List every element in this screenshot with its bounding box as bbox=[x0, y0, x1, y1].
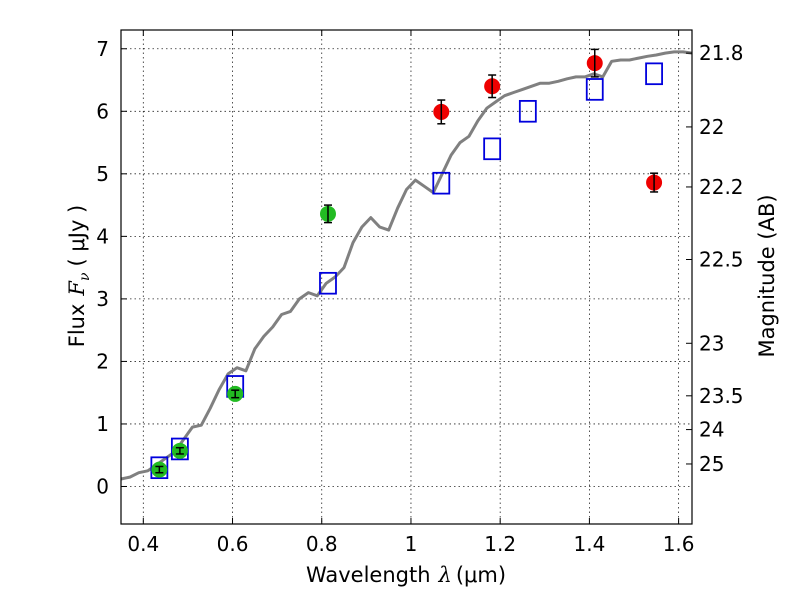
optical-photometry-points bbox=[151, 204, 336, 478]
nir-photometry-points bbox=[433, 48, 663, 193]
model-line bbox=[120, 50, 693, 481]
model-square-point bbox=[585, 78, 604, 101]
y2-tick-label: 22.2 bbox=[699, 175, 744, 199]
model-square-point bbox=[170, 437, 189, 461]
y2-tick-label: 25 bbox=[699, 452, 724, 476]
x-tick-label: 1.6 bbox=[663, 532, 695, 556]
right-magnitude-tick-labels: 21.8 22 22.2 22.5 23 23.5 24 25 bbox=[699, 41, 744, 476]
grid-lines bbox=[121, 30, 692, 524]
y-tick-label: 2 bbox=[96, 349, 109, 373]
model-square-point bbox=[645, 62, 663, 86]
y2-tick-label: 23 bbox=[699, 331, 724, 355]
axis-ticks bbox=[121, 30, 692, 524]
x-tick-label: 0.6 bbox=[217, 532, 249, 556]
y2-tick-label: 22.5 bbox=[699, 247, 744, 271]
x-tick-label: 1.2 bbox=[484, 532, 516, 556]
model-square-point bbox=[319, 271, 337, 295]
model-spectrum bbox=[120, 50, 693, 481]
x-tick-label: 0.8 bbox=[306, 532, 338, 556]
y-tick-label: 0 bbox=[96, 474, 109, 498]
y-axis-title: FluxFν( μJy ) bbox=[65, 205, 93, 347]
x-tick-labels: 0.4 0.6 0.8 1 1.2 1.4 1.6 bbox=[127, 532, 694, 556]
y-tick-label: 7 bbox=[96, 37, 109, 61]
y-tick-labels: 0 1 2 3 4 5 6 7 bbox=[96, 37, 109, 499]
model-photometry-squares bbox=[150, 62, 663, 480]
model-square-point bbox=[518, 99, 537, 123]
y-tick-label: 1 bbox=[96, 412, 109, 436]
y-tick-label: 6 bbox=[96, 99, 109, 123]
y2-tick-label: 21.8 bbox=[699, 41, 744, 65]
x-tick-label: 0.4 bbox=[127, 532, 159, 556]
y2-tick-label: 23.5 bbox=[699, 384, 744, 408]
x-tick-label: 1 bbox=[405, 532, 418, 556]
y2-tick-label: 24 bbox=[699, 418, 724, 442]
y-tick-label: 3 bbox=[96, 287, 109, 311]
model-square-point bbox=[432, 171, 451, 195]
x-tick-label: 1.4 bbox=[573, 532, 605, 556]
x-axis-title: Wavelength λ (μm) bbox=[306, 563, 506, 587]
plot-frame bbox=[120, 29, 693, 525]
y-tick-label: 4 bbox=[96, 224, 109, 248]
y-tick-label: 5 bbox=[96, 162, 109, 186]
y2-tick-label: 22 bbox=[699, 115, 724, 139]
model-square-point bbox=[483, 137, 502, 161]
y2-axis-title: Magnitude (AB) bbox=[755, 194, 779, 357]
model-square-point bbox=[150, 456, 169, 480]
